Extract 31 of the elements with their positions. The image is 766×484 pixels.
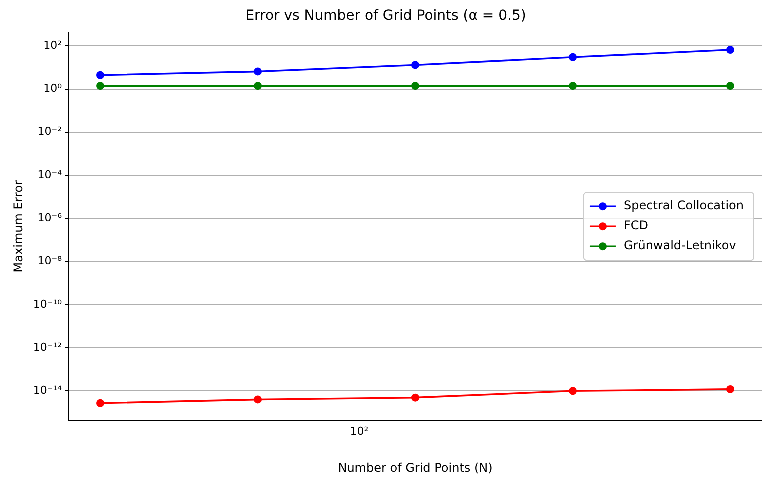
point bbox=[569, 53, 578, 62]
point bbox=[412, 61, 420, 70]
point bbox=[412, 394, 420, 402]
y-tick-label: 10² bbox=[44, 38, 62, 52]
point bbox=[96, 399, 105, 408]
point bbox=[96, 71, 105, 80]
legend-label: FCD bbox=[624, 218, 649, 233]
y-tick-label: 10⁻² bbox=[38, 125, 62, 138]
point bbox=[726, 46, 734, 54]
legend-label: Grünwald-Letnikov bbox=[624, 238, 736, 253]
y-tick-label: 10⁻⁸ bbox=[38, 254, 63, 268]
y-tick-label: 10⁻⁴ bbox=[38, 168, 63, 182]
point bbox=[254, 68, 262, 76]
point bbox=[569, 82, 578, 90]
chart-title: Error vs Number of Grid Points (α = 0.5) bbox=[246, 8, 526, 24]
legend-label: Spectral Collocation bbox=[624, 198, 744, 213]
text: 10² bbox=[350, 424, 369, 438]
point bbox=[569, 387, 578, 396]
point bbox=[726, 82, 734, 90]
point bbox=[254, 82, 262, 90]
point bbox=[726, 385, 734, 394]
y-axis-title: Maximum Error bbox=[11, 180, 26, 273]
y-tick-label: 10⁰ bbox=[44, 82, 63, 96]
point bbox=[96, 82, 105, 90]
y-tick-label: 10⁻¹⁴ bbox=[33, 384, 63, 398]
y-tick-label: 10⁻⁶ bbox=[38, 211, 63, 224]
point bbox=[254, 396, 262, 404]
y-tick-label: 10⁻¹⁰ bbox=[33, 298, 63, 311]
y-tick-label: 10⁻¹² bbox=[33, 340, 62, 354]
point bbox=[412, 82, 420, 90]
x-axis-title: Number of Grid Points (N) bbox=[338, 460, 493, 475]
